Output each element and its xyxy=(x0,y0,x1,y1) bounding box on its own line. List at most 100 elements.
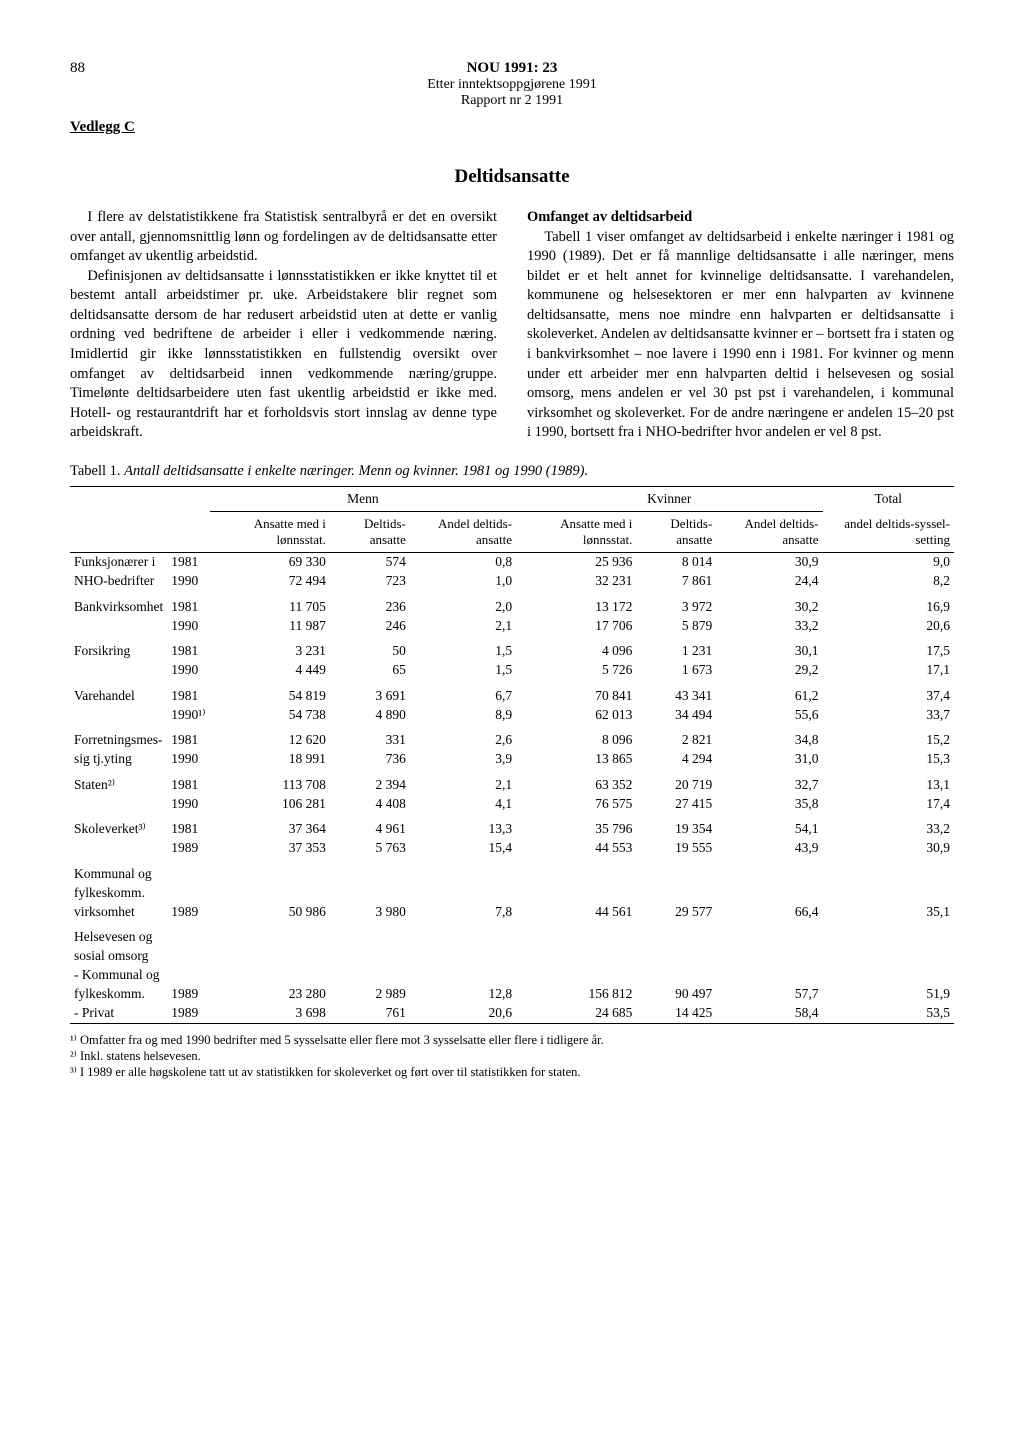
table-cell xyxy=(167,858,209,884)
table-row: Staten²⁾1981113 7082 3942,163 35220 7193… xyxy=(70,769,954,795)
table-row: Forretningsmes-198112 6203312,68 0962 82… xyxy=(70,724,954,750)
table-cell: Bankvirksomhet xyxy=(70,591,167,617)
table-cell xyxy=(516,858,636,884)
table-cell xyxy=(636,921,716,947)
table-cell: 19 555 xyxy=(636,839,716,858)
table-cell: 1990 xyxy=(167,572,209,591)
table-cell: Skoleverket³⁾ xyxy=(70,813,167,839)
footnote-3: ³⁾ I 1989 er alle høgskolene tatt ut av … xyxy=(70,1064,954,1080)
table-cell: 6,7 xyxy=(410,680,516,706)
table-cell: Funksjonærer i xyxy=(70,552,167,572)
table-cell: - Kommunal og xyxy=(70,966,167,985)
table-cell: 1,5 xyxy=(410,635,516,661)
table-cell: 5 879 xyxy=(636,616,716,635)
table-cell xyxy=(210,947,330,966)
table-caption: Tabell 1. Antall deltidsansatte i enkelt… xyxy=(70,463,954,480)
table-cell xyxy=(716,883,822,902)
table-cell xyxy=(716,921,822,947)
table-cell: 30,9 xyxy=(716,552,822,572)
table-cell xyxy=(516,921,636,947)
table-cell: 23 280 xyxy=(210,985,330,1004)
table-cell: 20,6 xyxy=(410,1004,516,1024)
table-cell: 8,9 xyxy=(410,705,516,724)
table-cell xyxy=(330,883,410,902)
table-row: Kommunal og xyxy=(70,858,954,884)
table-cell: 58,4 xyxy=(716,1004,822,1024)
col-ansatte-m: Ansatte med i lønnsstat. xyxy=(210,511,330,552)
table-cell xyxy=(330,921,410,947)
table-cell: 12 620 xyxy=(210,724,330,750)
table-cell: 11 705 xyxy=(210,591,330,617)
table-row: NHO-bedrifter199072 4947231,032 2317 861… xyxy=(70,572,954,591)
table-cell: 43 341 xyxy=(636,680,716,706)
table-cell: 1981 xyxy=(167,635,209,661)
table-cell: 13,3 xyxy=(410,813,516,839)
table-cell: 15,3 xyxy=(823,750,955,769)
table-cell: 574 xyxy=(330,552,410,572)
table-cell xyxy=(410,921,516,947)
table-cell: 30,9 xyxy=(823,839,955,858)
table-cell: fylkeskomm. xyxy=(70,883,167,902)
table-cell: sosial omsorg xyxy=(70,947,167,966)
table-cell: 1981 xyxy=(167,813,209,839)
table-cell: 9,0 xyxy=(823,552,955,572)
table-caption-text: Antall deltidsansatte i enkelte næringer… xyxy=(124,463,588,479)
table-cell xyxy=(636,883,716,902)
group-kvinner: Kvinner xyxy=(516,486,822,511)
table-row: 1990¹⁾54 7384 8908,962 01334 49455,633,7 xyxy=(70,705,954,724)
table-cell: 31,0 xyxy=(716,750,822,769)
table-cell: 51,9 xyxy=(823,985,955,1004)
table-cell: Kommunal og xyxy=(70,858,167,884)
table-row: 19904 449651,55 7261 67329,217,1 xyxy=(70,661,954,680)
table-cell: 54 819 xyxy=(210,680,330,706)
table-cell: 3 698 xyxy=(210,1004,330,1024)
col-deltids-m: Deltids-ansatte xyxy=(330,511,410,552)
table-cell: 50 986 xyxy=(210,902,330,921)
table-cell: 17 706 xyxy=(516,616,636,635)
table-cell xyxy=(70,616,167,635)
table-cell: 30,2 xyxy=(716,591,822,617)
col-andel-m: Andel deltids-ansatte xyxy=(410,511,516,552)
table-cell: 44 561 xyxy=(516,902,636,921)
table-cell: 1981 xyxy=(167,591,209,617)
table-cell: 1989 xyxy=(167,902,209,921)
table-cell: 5 726 xyxy=(516,661,636,680)
table-column-header-row: Ansatte med i lønnsstat. Deltids-ansatte… xyxy=(70,511,954,552)
table-cell: 35,8 xyxy=(716,794,822,813)
table-row: 199011 9872462,117 7065 87933,220,6 xyxy=(70,616,954,635)
table-caption-label: Tabell 1. xyxy=(70,463,121,479)
table-cell: 25 936 xyxy=(516,552,636,572)
table-row: sig tj.yting199018 9917363,913 8654 2943… xyxy=(70,750,954,769)
table-cell: 2 989 xyxy=(330,985,410,1004)
table-cell xyxy=(823,947,955,966)
table-cell: 29,2 xyxy=(716,661,822,680)
appendix-label: Vedlegg C xyxy=(70,119,954,136)
table-cell: 63 352 xyxy=(516,769,636,795)
right-heading: Omfanget av deltidsarbeid xyxy=(527,208,954,228)
table-cell xyxy=(716,947,822,966)
table-cell xyxy=(210,921,330,947)
table-row: Bankvirksomhet198111 7052362,013 1723 97… xyxy=(70,591,954,617)
table-cell: 37 364 xyxy=(210,813,330,839)
data-table: Menn Kvinner Total Ansatte med i lønnsst… xyxy=(70,486,954,1024)
table-cell xyxy=(70,661,167,680)
table-cell: 4 961 xyxy=(330,813,410,839)
table-cell: 32,7 xyxy=(716,769,822,795)
table-cell: 70 841 xyxy=(516,680,636,706)
table-cell xyxy=(516,883,636,902)
table-cell: Helsevesen og xyxy=(70,921,167,947)
table-cell: 3 231 xyxy=(210,635,330,661)
left-column: I flere av delstatistikkene fra Statisti… xyxy=(70,208,497,443)
table-cell: 29 577 xyxy=(636,902,716,921)
table-cell xyxy=(167,966,209,985)
table-row: Skoleverket³⁾198137 3644 96113,335 79619… xyxy=(70,813,954,839)
table-cell: 4 449 xyxy=(210,661,330,680)
table-cell: 1990 xyxy=(167,750,209,769)
table-cell: 8,2 xyxy=(823,572,955,591)
table-group-header-row: Menn Kvinner Total xyxy=(70,486,954,511)
table-cell: 90 497 xyxy=(636,985,716,1004)
table-cell: 62 013 xyxy=(516,705,636,724)
table-cell: 35 796 xyxy=(516,813,636,839)
table-cell xyxy=(167,947,209,966)
table-cell: 7,8 xyxy=(410,902,516,921)
